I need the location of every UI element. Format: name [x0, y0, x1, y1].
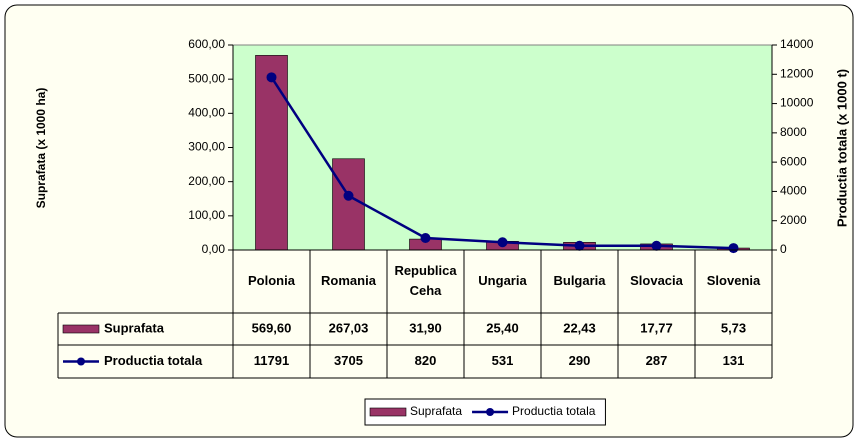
table-value: 22,43 — [563, 320, 596, 335]
x-tick-label: Romania — [321, 273, 376, 288]
y2-axis-title: Productia totala (x 1000 t) — [834, 69, 849, 227]
y2-tick-label: 8000 — [780, 125, 807, 139]
y-tick-label: 600,00 — [188, 37, 225, 51]
legend-swatch — [62, 324, 100, 334]
y-tick-label: 400,00 — [188, 106, 225, 120]
y-tick-label: 500,00 — [188, 71, 225, 85]
category-cell: Slovacia — [630, 273, 683, 288]
y2-tick-label: 10000 — [780, 96, 814, 110]
x-tick-label: Ungaria — [478, 273, 527, 288]
x-tick-label: Polonia — [248, 273, 295, 288]
y2-tick-label: 0 — [780, 242, 787, 256]
table-value: 131 — [723, 353, 745, 368]
marker — [651, 240, 662, 251]
legend-swatch — [486, 408, 495, 416]
y-axis-title: Suprafata (x 1000 ha) — [34, 88, 48, 209]
bar — [332, 158, 365, 251]
y2-tick-label: 2000 — [780, 213, 807, 227]
y-tick-label: 100,00 — [188, 208, 225, 222]
legend-swatch — [77, 357, 85, 366]
plot-area — [232, 44, 773, 251]
x-tick-label: Slovenia — [706, 273, 761, 288]
x-tick-label: Republica Ceha — [394, 263, 457, 298]
marker — [343, 190, 354, 201]
marker — [420, 232, 431, 243]
table-value: 5,73 — [721, 320, 746, 335]
table-value: 267,03 — [329, 320, 369, 335]
category-cell: Republica Ceha — [394, 263, 457, 298]
marker — [574, 240, 585, 251]
legend-label: Productia totala — [512, 404, 596, 418]
table-value: 11791 — [254, 353, 289, 368]
table-value: 25,40 — [486, 320, 519, 335]
y2-tick-label: 14000 — [780, 37, 814, 51]
y2-tick-label: 12000 — [780, 66, 814, 80]
table-row-label: Suprafata — [104, 320, 165, 335]
y-tick-label: 200,00 — [188, 174, 225, 188]
marker — [266, 72, 277, 83]
table-value: 290 — [569, 353, 591, 368]
y-tick-label: 0,00 — [202, 242, 226, 256]
y-tick-label: 300,00 — [188, 140, 225, 154]
bar — [255, 55, 288, 251]
category-cell: Ungaria — [478, 273, 527, 288]
y2-tick-label: 6000 — [780, 154, 807, 168]
table-value: 31,90 — [409, 320, 442, 335]
category-cell: Romania — [321, 273, 376, 288]
table-value: 820 — [415, 353, 437, 368]
category-cell: Slovenia — [706, 273, 761, 288]
legend-swatch — [369, 407, 407, 417]
table-value: 569,60 — [252, 320, 292, 335]
y2-tick-label: 4000 — [780, 184, 807, 198]
marker — [728, 243, 739, 254]
category-cell: Bulgaria — [553, 273, 606, 288]
x-tick-label: Slovacia — [630, 273, 683, 288]
table-value: 287 — [646, 353, 668, 368]
table-value: 17,77 — [640, 320, 673, 335]
table-value: 3705 — [334, 353, 363, 368]
table-value: 531 — [492, 353, 514, 368]
category-cell: Polonia — [248, 273, 295, 288]
x-tick-label: Bulgaria — [553, 273, 606, 288]
table-row-label: Productia totala — [104, 353, 203, 368]
marker — [497, 237, 508, 248]
legend-label: Suprafata — [410, 404, 462, 418]
